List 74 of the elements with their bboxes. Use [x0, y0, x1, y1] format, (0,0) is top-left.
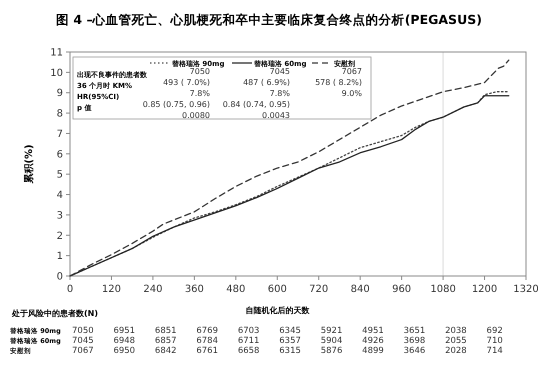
y-axis-title: 累积(%) — [23, 144, 35, 185]
annotation: 7050 — [190, 67, 210, 76]
text: 3651 — [404, 326, 426, 336]
x-tick-label: 720 — [309, 284, 328, 295]
text: 6950 — [113, 346, 136, 356]
annotation: 7067 — [342, 67, 362, 76]
annotation: 0.0080 — [182, 111, 210, 120]
text: 6857 — [154, 336, 177, 346]
y-tick-label: 10 — [50, 68, 63, 79]
y-tick-label: 9 — [56, 88, 63, 100]
x-tick-label: 240 — [143, 284, 162, 295]
annotation: 0.0043 — [262, 111, 290, 120]
text: 714 — [486, 346, 503, 356]
y-tick-label: 7 — [56, 128, 63, 140]
text: 2028 — [445, 346, 467, 356]
y-tick-label: 4 — [56, 190, 63, 202]
y-tick-label: 8 — [56, 108, 63, 120]
text: 6769 — [196, 326, 218, 336]
text: 692 — [486, 326, 503, 336]
text: 2038 — [445, 326, 467, 336]
text: 3646 — [404, 346, 426, 356]
text: 5904 — [320, 336, 342, 346]
x-tick-label: 360 — [184, 284, 204, 295]
annotation: 493 ( 7.0%) — [163, 78, 210, 87]
text: 7067 — [72, 346, 94, 356]
y-tick-label: 6 — [56, 149, 63, 160]
text: 6658 — [238, 346, 260, 356]
x-tick-label: 1200 — [472, 284, 498, 295]
x-tick-label: 0 — [66, 284, 74, 295]
text: 6948 — [113, 336, 136, 346]
y-tick-label: 1 — [56, 251, 63, 262]
x-tick-label: 120 — [102, 284, 121, 295]
text: 710 — [486, 336, 503, 346]
text: 6851 — [154, 326, 177, 336]
text: 6357 — [279, 336, 301, 346]
text: 7050 — [72, 326, 94, 336]
x-axis-title: 自随机化后的天数 — [245, 306, 310, 315]
x-tick-label: 1080 — [430, 284, 456, 295]
text: 3698 — [404, 336, 426, 346]
y-tick-label: 0 — [56, 272, 63, 282]
text: 6703 — [238, 326, 260, 336]
x-tick-label: 1320 — [513, 284, 538, 295]
y-tick-label: 5 — [56, 170, 63, 181]
annotation: 7.8% — [270, 89, 290, 98]
y-tick-label: 3 — [56, 210, 63, 222]
text: 4899 — [362, 346, 384, 356]
annotation: 9.0% — [342, 89, 362, 98]
text: 6951 — [113, 326, 136, 336]
y-tick-label: 11 — [50, 48, 63, 58]
text: 2055 — [445, 336, 467, 346]
text: 4926 — [362, 336, 384, 346]
annotation: 7045 — [270, 67, 290, 76]
annotation: 7.8% — [190, 89, 210, 98]
text: 6842 — [154, 346, 177, 356]
x-tick-label: 480 — [226, 284, 246, 295]
text: 6761 — [196, 346, 218, 356]
x-tick-label: 840 — [350, 284, 370, 295]
text: 5876 — [320, 346, 342, 356]
text: 6711 — [238, 336, 260, 346]
text: 5921 — [320, 326, 342, 336]
x-tick-label: 600 — [268, 284, 287, 295]
x-tick-label: 960 — [392, 284, 412, 295]
annotation: 0.85 (0.75, 0.96) — [142, 100, 210, 109]
text: 4951 — [362, 326, 384, 336]
annotation: 487 ( 6.9%) — [243, 78, 290, 87]
chart-title: 图 4 –心血管死亡、心肌梗死和卒中主要临床复合终点的分析(PEGASUS) — [56, 12, 482, 27]
annotation: 0.84 (0.74, 0.95) — [222, 100, 290, 109]
y-tick-label: 2 — [56, 230, 63, 242]
text: 7045 — [72, 336, 94, 346]
text: 6315 — [279, 346, 301, 356]
text: 6345 — [279, 326, 301, 336]
text: 处于风险中的患者数(N) — [11, 309, 98, 318]
text: 6784 — [196, 336, 218, 346]
annotation: 578 ( 8.2%) — [315, 78, 362, 87]
